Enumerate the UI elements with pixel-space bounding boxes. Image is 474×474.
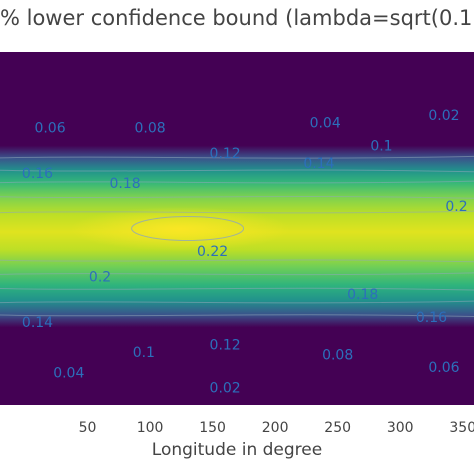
x-tick-label: 350 <box>449 420 474 436</box>
heatmap-peak <box>70 207 290 251</box>
contour-label: 0.1 <box>133 345 155 361</box>
contour-label: 0.18 <box>109 176 140 192</box>
contour-label: 0.12 <box>210 146 241 162</box>
contour-label: 0.06 <box>428 360 459 376</box>
contour-label: 0.06 <box>34 121 65 137</box>
contour-label: 0.14 <box>22 315 53 331</box>
contour-line <box>0 169 474 173</box>
contour-line <box>0 287 474 291</box>
x-axis: 50 100 150 200 250 300 350 <box>79 420 474 436</box>
contour-label: 0.2 <box>89 269 111 285</box>
chart-title: % lower confidence bound (lambda=sqrt(0.… <box>0 6 473 30</box>
contour-line <box>0 155 474 159</box>
contour-line <box>0 180 474 184</box>
contour-line-peak <box>131 216 245 241</box>
contour-label: 0.02 <box>428 108 459 124</box>
contour-label: 0.04 <box>310 116 341 132</box>
x-tick-label: 50 <box>79 420 97 436</box>
contour-line <box>0 195 474 199</box>
x-tick-label: 150 <box>199 420 226 436</box>
contour-label: 0.08 <box>134 121 165 137</box>
contour-label: 0.04 <box>53 365 84 381</box>
contour-line <box>0 259 474 263</box>
contour-line <box>0 272 474 276</box>
contour-label: 0.22 <box>197 244 228 260</box>
x-tick-label: 250 <box>324 420 351 436</box>
x-tick-label: 100 <box>137 420 164 436</box>
contour-label: 0.08 <box>322 348 353 364</box>
x-axis-label: Longitude in degree <box>151 440 323 460</box>
contour-label: 0.1 <box>370 138 392 154</box>
contour-label: 0.02 <box>210 380 241 396</box>
contour-label: 0.2 <box>445 199 467 215</box>
contour-label: 0.16 <box>22 166 53 182</box>
contour-line <box>0 314 474 317</box>
contour-line <box>0 300 474 304</box>
x-tick-label: 300 <box>387 420 414 436</box>
x-tick-label: 200 <box>262 420 289 436</box>
contour-label: 0.14 <box>303 156 334 172</box>
contour-label: 0.18 <box>347 287 378 303</box>
contour-label: 0.12 <box>210 338 241 354</box>
contour-line <box>0 210 474 214</box>
contour-label: 0.16 <box>416 310 447 326</box>
